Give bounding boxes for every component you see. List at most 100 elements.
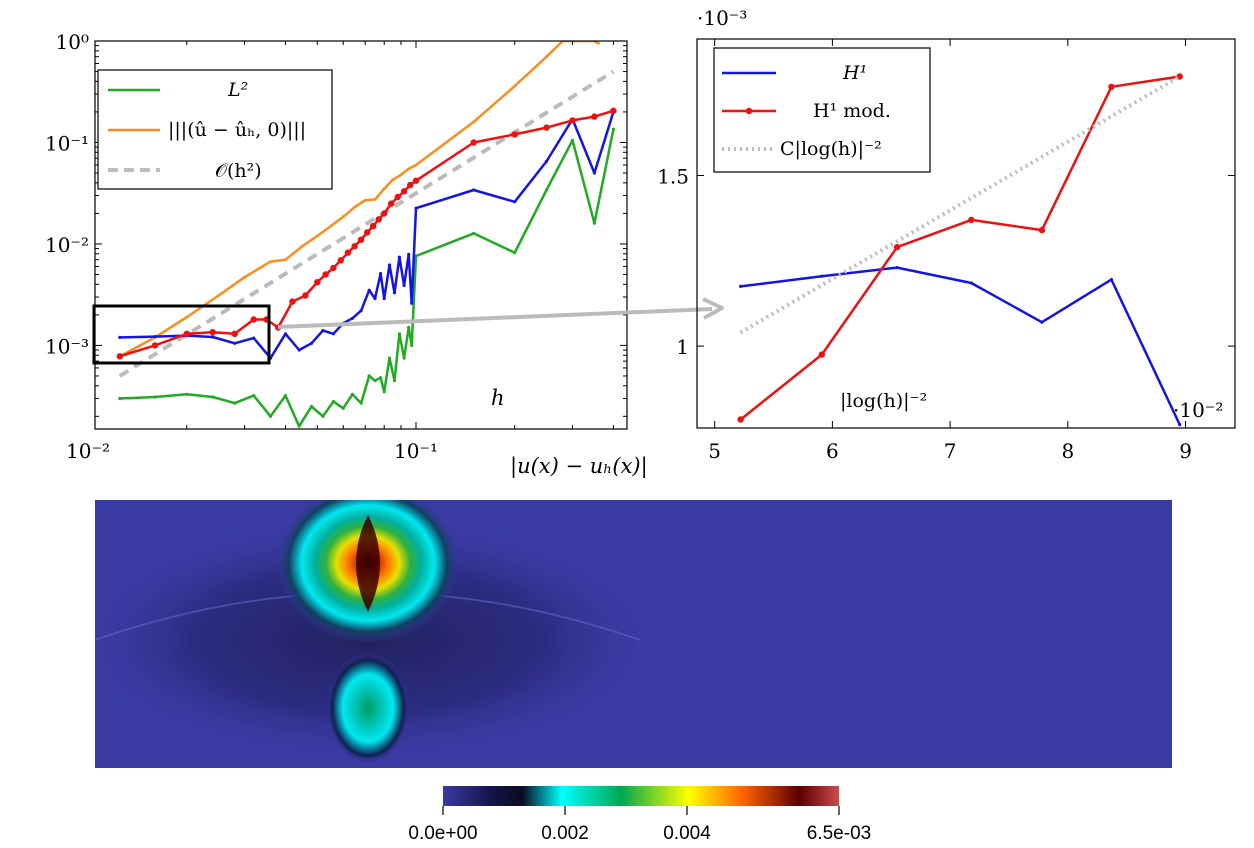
left-data-point	[315, 234, 319, 238]
left-data-point	[373, 379, 377, 383]
left-data-point	[407, 252, 411, 256]
left-data-point	[592, 221, 597, 225]
left-data-point	[118, 335, 122, 339]
h-annotation: h	[491, 386, 505, 410]
left-data-point	[217, 294, 221, 297]
colorbar-tick-label: 0.002	[541, 823, 589, 844]
left-data-point	[410, 301, 414, 305]
left-data-point	[570, 138, 575, 142]
legend-order-label: 𝒪(h²)	[215, 160, 262, 182]
left-data-point	[250, 316, 257, 323]
right-legend: H¹ H¹ mod. C|log(h)|⁻²	[713, 47, 931, 173]
right-data-point	[968, 216, 975, 224]
right-data-point	[820, 274, 824, 278]
colorbar-max-label: 6.5e-03	[807, 823, 871, 844]
left-data-point	[392, 291, 397, 295]
left-data-point	[472, 231, 476, 235]
left-data-point	[283, 394, 288, 398]
left-data-point	[153, 335, 157, 339]
colorbar-gradient	[443, 786, 839, 806]
left-data-point	[233, 341, 237, 345]
left-series-line	[118, 69, 615, 378]
right-data-point	[1040, 320, 1044, 324]
left-data-point	[387, 263, 392, 267]
legend-h1mod-label: H¹ mod.	[813, 100, 891, 122]
left-data-point	[209, 329, 216, 336]
left-data-point	[183, 330, 190, 337]
left-data-point	[309, 404, 314, 409]
left-data-point	[545, 55, 548, 59]
left-loglog-plot: 10⁻² 10⁻¹ 10⁻³ 10⁻² 10⁻¹ 10⁰ h |u(x) − uₕ(x)|…	[45, 30, 648, 479]
left-data-point	[344, 249, 352, 256]
x-tick-label: 10⁻²	[66, 439, 110, 463]
left-data-point	[591, 113, 598, 120]
right-data-point	[737, 416, 744, 423]
zoom-arrow	[277, 297, 724, 329]
x-tick-label: 5	[708, 439, 721, 463]
left-data-point	[302, 292, 309, 299]
left-data-point	[300, 244, 304, 248]
left-data-point	[322, 271, 329, 278]
left-data-point	[407, 181, 414, 189]
right-xlabel: |log(h)|⁻²	[840, 390, 927, 412]
left-data-point	[373, 296, 377, 301]
left-data-point	[297, 348, 301, 352]
left-data-point	[331, 399, 335, 404]
right-y-multiplier: ·10⁻³	[697, 6, 747, 30]
x-tick-label: 7	[944, 439, 957, 463]
left-data-point	[544, 188, 549, 192]
left-data-point	[414, 206, 418, 210]
legend-l2-label: L²	[227, 79, 248, 101]
left-data-point	[321, 414, 325, 418]
left-data-point	[231, 330, 238, 337]
left-data-point	[610, 107, 617, 115]
left-data-point	[185, 392, 189, 396]
left-data-point	[382, 187, 386, 191]
right-data-point	[818, 351, 825, 358]
left-data-point	[382, 296, 386, 301]
left-data-point	[611, 127, 616, 131]
left-data-point	[252, 336, 256, 340]
right-data-point	[1176, 73, 1183, 80]
left-data-point	[513, 200, 517, 204]
legend-clog-label: C|log(h)|⁻²	[780, 138, 882, 160]
left-plot-frame	[94, 40, 628, 430]
left-data-point	[513, 251, 517, 255]
left-data-point	[314, 279, 321, 286]
left-data-point	[233, 401, 237, 405]
colorbar-tick-label: 0.004	[663, 823, 711, 844]
left-data-point	[391, 178, 395, 182]
x-tick-label: 8	[1061, 439, 1074, 463]
right-data-point	[739, 284, 743, 288]
right-data-point	[893, 243, 901, 251]
left-data-point	[116, 353, 124, 360]
left-data-point	[397, 255, 401, 259]
left-data-point	[414, 254, 418, 258]
left-data-point	[414, 163, 418, 167]
right-data-point	[895, 266, 899, 270]
left-data-point	[359, 401, 363, 405]
left-data-point	[350, 392, 354, 396]
left-data-point	[373, 198, 377, 201]
left-data-point	[321, 329, 325, 333]
left-data-point	[470, 139, 477, 146]
right-data-point	[1109, 278, 1113, 282]
error-heatmap	[95, 500, 1172, 768]
left-data-point	[592, 171, 597, 175]
left-data-point	[379, 272, 383, 276]
zoom-box	[92, 304, 271, 365]
right-plot-frame	[696, 38, 1236, 429]
left-data-point	[329, 224, 333, 228]
colorbar: 0.0e+00 0.002 0.004 6.5e-03	[408, 786, 871, 844]
y-tick-label: 10⁻³	[45, 334, 89, 358]
left-data-point	[341, 406, 345, 410]
left-data-point	[211, 395, 215, 399]
left-series-line	[119, 111, 615, 360]
left-data-point	[392, 379, 397, 383]
left-data-point	[357, 236, 365, 243]
left-data-point	[367, 374, 371, 378]
left-data-point	[402, 356, 406, 360]
left-data-point	[331, 332, 335, 336]
left-data-point	[513, 84, 517, 88]
left-data-point	[597, 41, 600, 45]
